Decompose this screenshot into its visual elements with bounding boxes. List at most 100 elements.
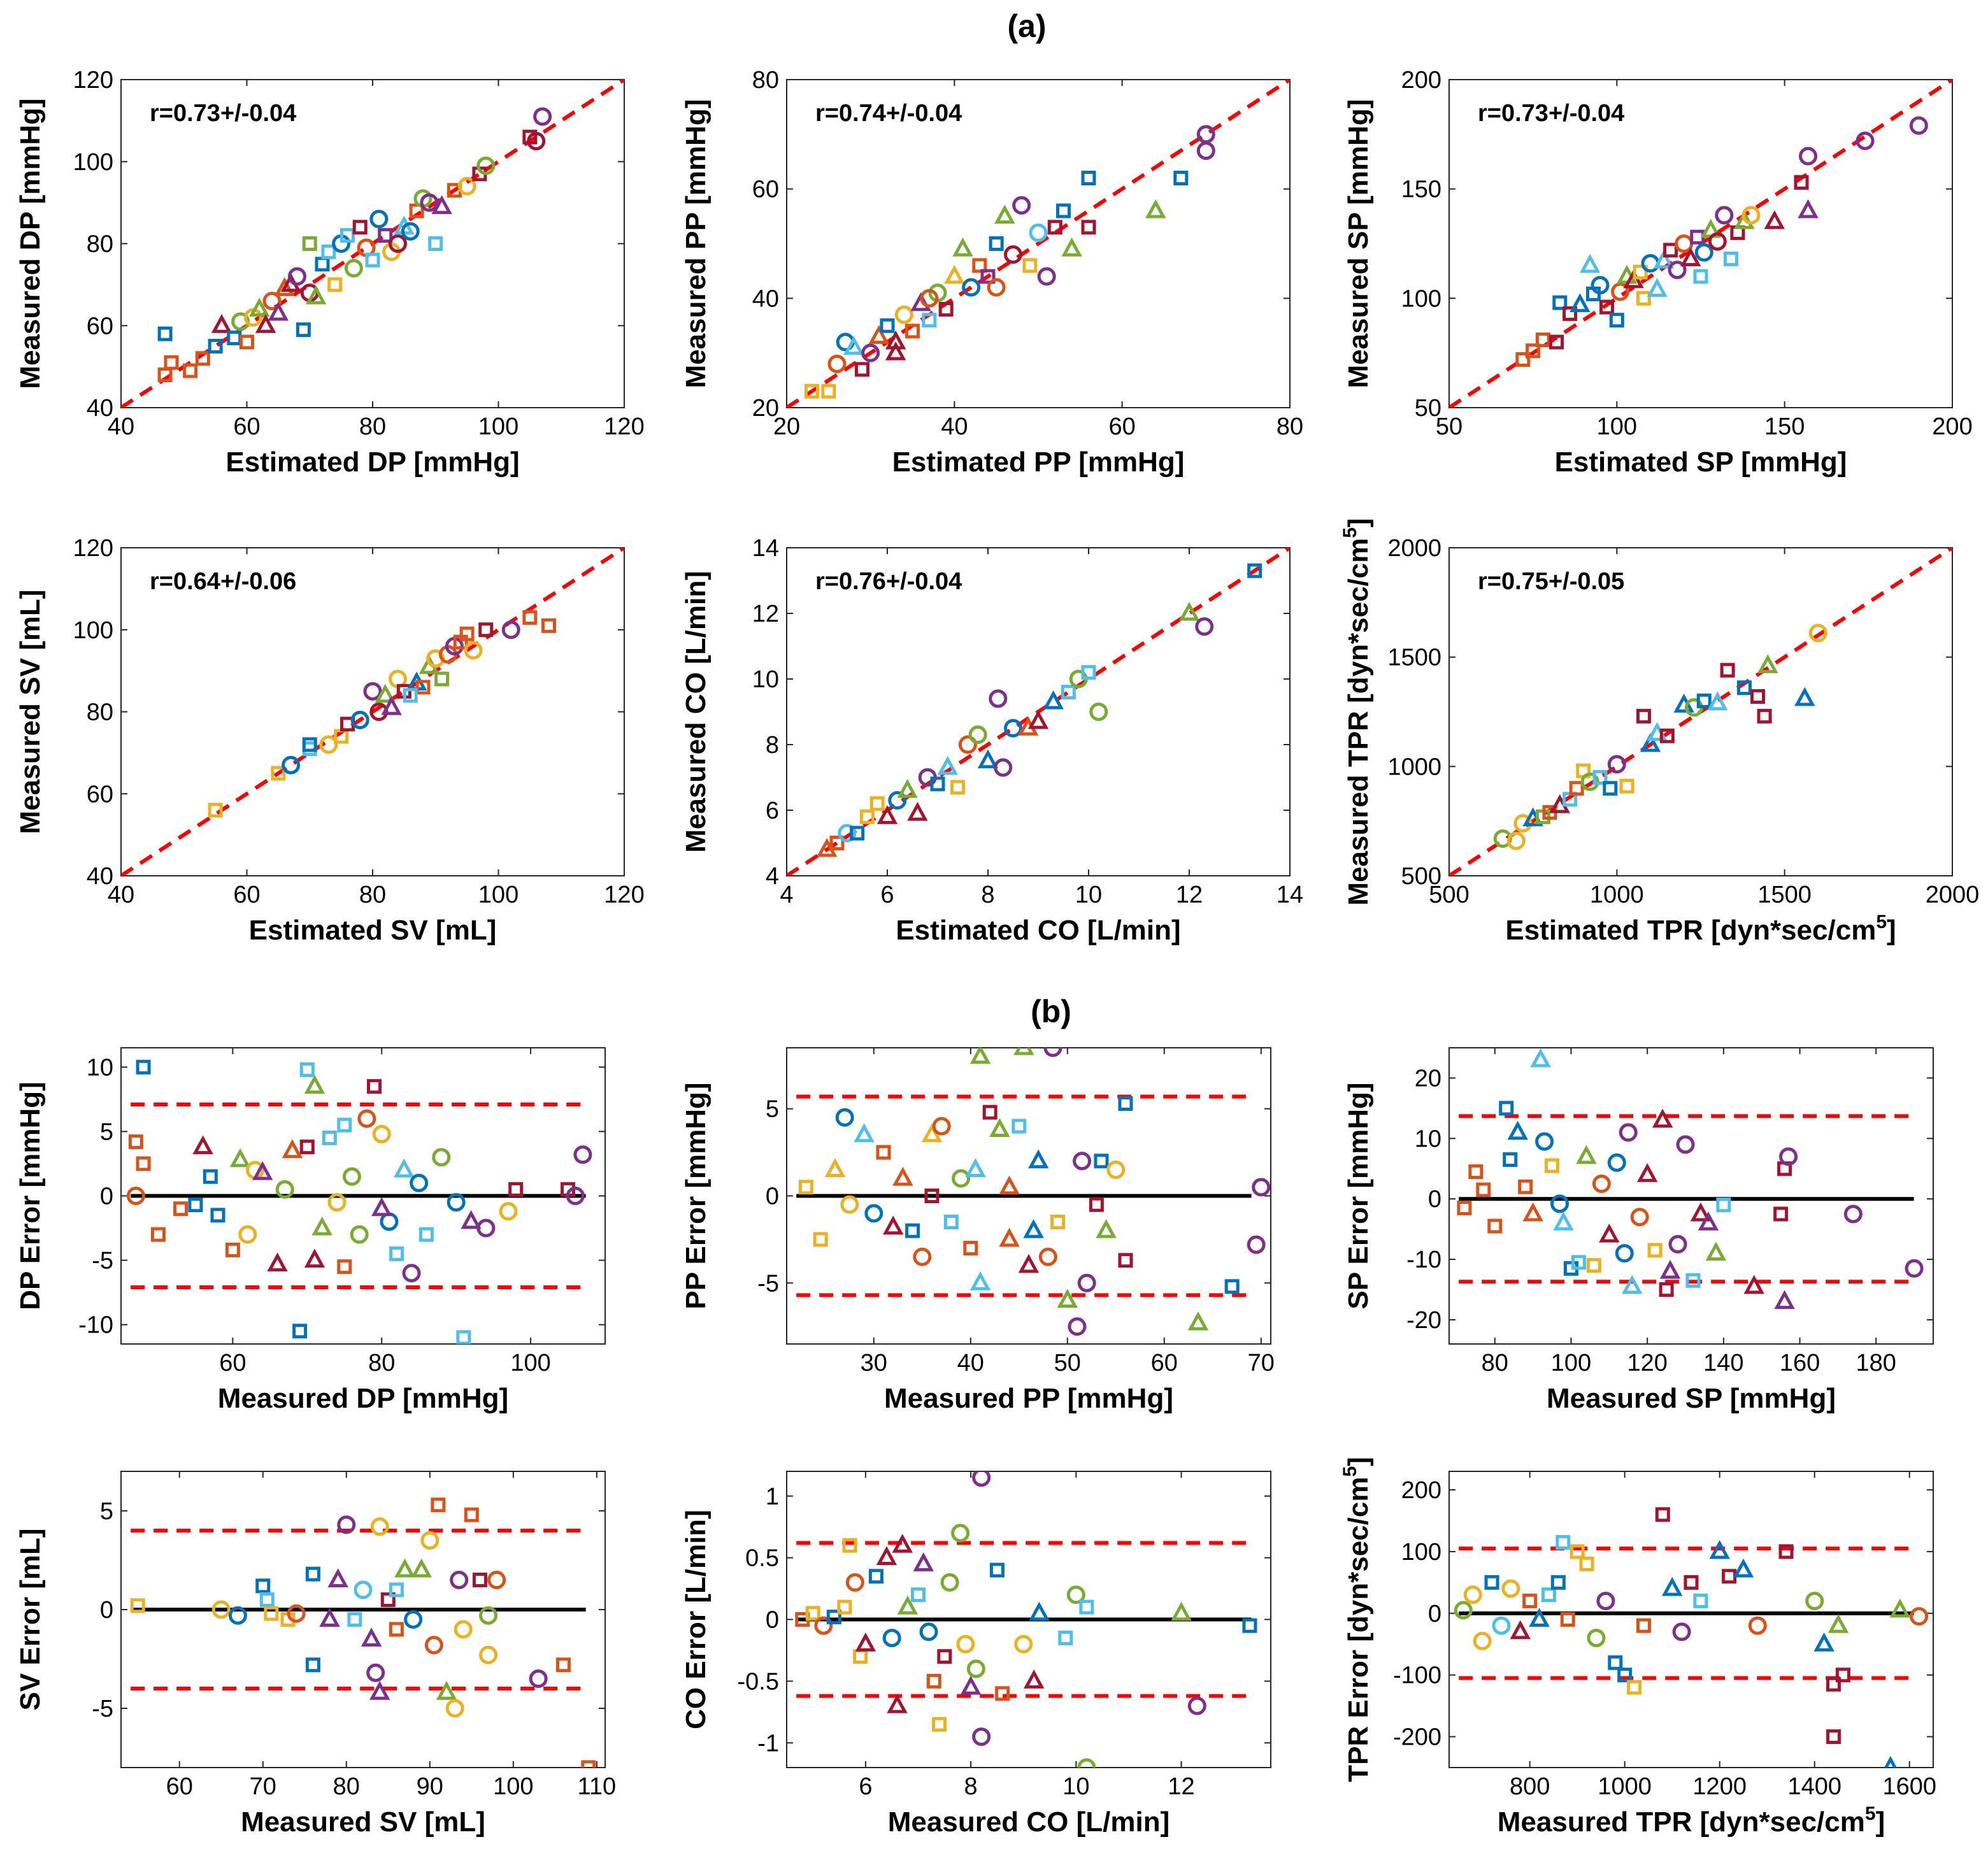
pp-scatter-point bbox=[885, 341, 906, 361]
dp-error-point bbox=[337, 1259, 352, 1275]
tpr-error-point bbox=[1550, 1575, 1566, 1590]
sp-scatter-point bbox=[1552, 295, 1568, 310]
pp-error-point bbox=[876, 1145, 891, 1160]
tpr-scatter-point bbox=[1720, 662, 1735, 678]
co-error-point bbox=[919, 1622, 938, 1641]
pp-scatter-y-tick-label: 40 bbox=[752, 285, 779, 312]
dp-error-point bbox=[418, 1227, 434, 1242]
tpr-error-x-tick-label: 1600 bbox=[1882, 1773, 1936, 1800]
pp-error-point bbox=[1050, 1215, 1066, 1230]
sp-error-point bbox=[1535, 1132, 1554, 1151]
co-error-point bbox=[1242, 1618, 1257, 1633]
pp-scatter-point bbox=[861, 343, 880, 362]
co-error-point bbox=[842, 1538, 857, 1553]
pp-error-point bbox=[999, 1227, 1020, 1247]
dp-scatter-point bbox=[302, 236, 317, 251]
sv-scatter-point bbox=[375, 683, 396, 703]
sp-scatter-x-tick-label: 50 bbox=[1436, 413, 1462, 440]
sv-scatter-point bbox=[434, 671, 450, 687]
co-scatter-x-tick-label: 12 bbox=[1176, 882, 1203, 908]
dp-scatter-correlation-label: r=0.73+/-0.04 bbox=[150, 100, 296, 127]
sv-error-point bbox=[445, 1699, 464, 1718]
tpr-scatter-y-tick-label: 2000 bbox=[1387, 535, 1441, 562]
pp-error-point bbox=[1089, 1197, 1104, 1212]
sp-error-point bbox=[1468, 1164, 1484, 1180]
sp-scatter-x-tick-label: 200 bbox=[1932, 413, 1972, 440]
sv-scatter-point bbox=[464, 641, 483, 660]
sv-scatter-point bbox=[459, 626, 475, 641]
pp-error-x-tick-label: 40 bbox=[957, 1350, 984, 1376]
sv-scatter-point bbox=[319, 735, 338, 754]
dp-error-point bbox=[136, 1156, 151, 1171]
co-error-x-label: Measured CO [L/min] bbox=[888, 1806, 1170, 1838]
tpr-scatter-x-tick-label: 2000 bbox=[1926, 882, 1980, 908]
dp-error-panel: 60 80 100 -10 -5 0 5 10 Measured DP [mmHg] DP Err… bbox=[15, 1047, 606, 1414]
sv-error-point bbox=[337, 1515, 356, 1534]
sp-error-point bbox=[1457, 1200, 1472, 1215]
sp-error-point bbox=[1553, 1211, 1574, 1231]
sp-scatter-x-tick-label: 100 bbox=[1597, 413, 1637, 440]
sv-scatter-point bbox=[501, 620, 520, 640]
co-scatter-point bbox=[907, 801, 928, 821]
pp-error-point bbox=[1038, 1247, 1057, 1266]
sv-error-point bbox=[479, 1645, 498, 1664]
co-scatter-y-tick-label: 4 bbox=[766, 863, 779, 890]
sp-error-point bbox=[1773, 1206, 1789, 1222]
pp-error-point bbox=[905, 1223, 920, 1238]
pp-error-point bbox=[1018, 1254, 1040, 1273]
tpr-scatter-x-tick-label: 1500 bbox=[1757, 882, 1812, 908]
tpr-scatter-y-tick-label: 1000 bbox=[1387, 754, 1441, 780]
co-scatter-x-tick-label: 14 bbox=[1276, 882, 1303, 908]
dp-error-point bbox=[210, 1208, 225, 1223]
sv-error-point bbox=[259, 1592, 275, 1607]
pp-scatter-point bbox=[920, 289, 939, 308]
sp-error-point bbox=[1615, 1244, 1634, 1263]
sv-error-point bbox=[287, 1604, 306, 1623]
sp-scatter-point bbox=[1663, 243, 1678, 258]
dp-scatter-point bbox=[296, 322, 311, 338]
dp-error-point bbox=[126, 1187, 145, 1205]
tpr-error-y-tick-label: 0 bbox=[1428, 1601, 1441, 1627]
pp-error-point bbox=[1068, 1317, 1087, 1336]
pp-scatter-identity-line bbox=[787, 80, 1290, 408]
dp-error-point bbox=[402, 1264, 421, 1283]
tpr-error-point bbox=[1555, 1534, 1571, 1550]
dp-error-point bbox=[573, 1145, 592, 1164]
sp-error-point bbox=[1905, 1259, 1924, 1278]
sv-scatter-y-tick-label: 80 bbox=[87, 699, 113, 726]
tpr-scatter-y-tick-label: 500 bbox=[1401, 863, 1441, 890]
tpr-error-point bbox=[1587, 1629, 1606, 1648]
co-scatter-point bbox=[937, 755, 959, 775]
sp-error-plot-area bbox=[1448, 1047, 1934, 1345]
sp-scatter-point bbox=[1623, 269, 1644, 289]
co-scatter-x-tick-label: 8 bbox=[981, 882, 994, 908]
dp-scatter-point bbox=[340, 228, 355, 243]
pp-error-point bbox=[921, 1123, 943, 1143]
tpr-error-point bbox=[1655, 1507, 1670, 1522]
pp-error-point bbox=[952, 1169, 971, 1188]
tpr-scatter-y-label: Measured TPR [dyn*sec/cm5] bbox=[1340, 518, 1374, 905]
sp-error-point bbox=[1685, 1273, 1701, 1288]
tpr-error-y-tick-label: -100 bbox=[1393, 1662, 1441, 1689]
tpr-error-point bbox=[1910, 1607, 1929, 1626]
co-error-x-tick-label: 12 bbox=[1168, 1773, 1194, 1800]
sv-error-point bbox=[581, 1760, 596, 1768]
co-error-point bbox=[1077, 1758, 1096, 1768]
sp-scatter-point bbox=[1856, 131, 1875, 150]
co-scatter-point bbox=[829, 836, 845, 850]
co-error-point bbox=[995, 1686, 1010, 1701]
pp-scatter-point bbox=[980, 269, 996, 284]
sp-scatter-point bbox=[1570, 293, 1591, 313]
dp-scatter-point bbox=[255, 314, 276, 333]
sp-scatter-y-tick-label: 150 bbox=[1401, 176, 1441, 203]
co-scatter-x-tick-label: 4 bbox=[780, 882, 793, 908]
sp-error-point bbox=[1503, 1152, 1518, 1168]
sp-error-point bbox=[1698, 1211, 1719, 1231]
dp-error-point bbox=[357, 1109, 376, 1128]
pp-error-x-tick-label: 30 bbox=[861, 1350, 887, 1376]
dp-scatter-point bbox=[305, 285, 327, 304]
co-error-point bbox=[892, 1534, 913, 1553]
co-error-y-tick-label: 1 bbox=[766, 1483, 779, 1510]
tpr-scatter-point bbox=[1757, 708, 1772, 724]
sp-scatter-point bbox=[1909, 116, 1928, 135]
